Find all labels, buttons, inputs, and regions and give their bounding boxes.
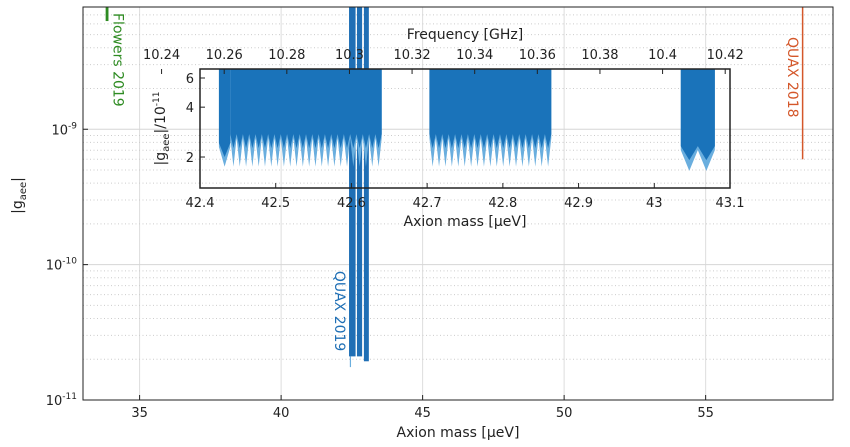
quax-2018-band: [801, 7, 804, 160]
inset-x-tick-label: 42.9: [564, 196, 593, 211]
main-series-layer: [105, 7, 804, 368]
quax-2019-band-mid: [356, 7, 363, 357]
inset-freq-tick-label: 10.4: [648, 48, 677, 63]
quax-2019-label: QUAX 2019: [331, 271, 347, 352]
quax-2019-tail: [349, 356, 352, 368]
inset-x-tick-label: 42.8: [488, 196, 517, 211]
quax-2018-label: QUAX 2018: [784, 37, 800, 118]
y-tick-label: 10-9: [51, 121, 77, 138]
x-tick-label: 55: [697, 406, 714, 421]
inset-freq-tick-label: 10.3: [335, 48, 364, 63]
inset-x-tick-label: 43: [646, 196, 663, 211]
inset-freq-tick-label: 10.24: [143, 48, 180, 63]
main-x-axis-label: Axion mass [μeV]: [397, 425, 520, 441]
inset-x-tick-label: 43.1: [716, 196, 745, 211]
x-tick-label: 40: [273, 406, 290, 421]
inset-y-tick-label: 2: [186, 151, 194, 166]
inset-chart: 42.4 42.5 42.6 42.7 42.8 42.9 43 43.1 2 4 6 10.24 10…: [143, 27, 745, 230]
inset-axis-ticks: 42.4 42.5 42.6 42.7 42.8 42.9 43 43.1 2 4 6 10.24 10…: [143, 48, 745, 211]
main-y-axis-label: |gaee|: [10, 177, 29, 214]
inset-freq-tick-label: 10.42: [707, 48, 744, 63]
flowers-2019-band: [105, 7, 109, 22]
flowers-2019-label: Flowers 2019: [110, 13, 126, 107]
inset-y-axis-label: |gaee|/10-11: [152, 92, 172, 166]
inset-y-tick-label: 6: [186, 72, 194, 87]
inset-plot-frame: [199, 68, 731, 189]
inset-freq-tick-label: 10.32: [393, 48, 430, 63]
quax-2019-band-left: [349, 7, 356, 357]
inset-band-dark: [218, 69, 231, 157]
inset-bands-layer: [218, 69, 715, 171]
inset-frequency-axis-label: Frequency [GHz]: [407, 27, 523, 43]
y-tick-label: 10-10: [46, 257, 78, 274]
inset-freq-tick-label: 10.34: [456, 48, 493, 63]
y-tick-label: 10-11: [46, 392, 77, 409]
inset-freq-tick-label: 10.28: [268, 48, 305, 63]
x-tick-label: 35: [131, 406, 148, 421]
inset-x-tick-label: 42.6: [337, 196, 366, 211]
x-tick-label: 45: [414, 406, 431, 421]
inset-freq-tick-label: 10.26: [206, 48, 243, 63]
inset-freq-tick-label: 10.38: [581, 48, 618, 63]
quax-2019-band-right: [363, 7, 369, 362]
series-labels: Flowers 2019 QUAX 2019 QUAX 2018: [110, 13, 800, 351]
inset-x-tick-label: 42.5: [261, 196, 290, 211]
main-axis-ticks: 35 40 45 50 55 10-11 10-10 10-9: [46, 121, 714, 421]
inset-band-dark: [680, 69, 715, 161]
inset-band-dark: [230, 69, 382, 149]
inset-x-tick-label: 42.7: [413, 196, 442, 211]
x-tick-label: 50: [556, 406, 573, 421]
inset-band-dark: [429, 69, 552, 149]
inset-x-axis-label: Axion mass [μeV]: [404, 214, 527, 230]
inset-x-tick-label: 42.4: [186, 196, 215, 211]
inset-freq-tick-label: 10.36: [519, 48, 556, 63]
main-plot-frame: [82, 6, 834, 401]
inset-y-tick-label: 4: [186, 101, 194, 116]
